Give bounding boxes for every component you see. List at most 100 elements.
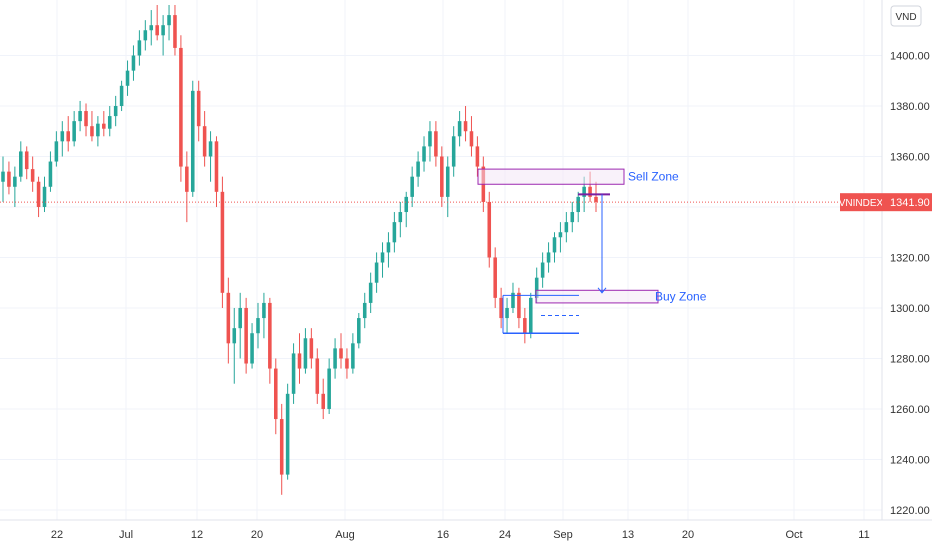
- candle-body: [398, 212, 403, 223]
- candle-body: [327, 368, 331, 409]
- candle-body: [357, 318, 361, 344]
- currency-box[interactable]: [890, 5, 922, 27]
- candles-layer: [1, 5, 598, 495]
- candle-body: [113, 105, 118, 117]
- candle-body: [511, 292, 515, 308]
- candle-body: [1, 171, 5, 182]
- candle-body: [558, 232, 563, 238]
- candle-body: [107, 116, 112, 129]
- x-tick-label: Oct: [785, 529, 802, 541]
- candle-body: [457, 121, 462, 137]
- last-price-label: 1341.90: [890, 197, 930, 209]
- candle-body: [149, 25, 154, 31]
- candle-body: [96, 123, 100, 137]
- candle-body: [321, 393, 325, 409]
- candle-body: [90, 126, 94, 137]
- candle-body: [268, 302, 272, 369]
- candle-body: [333, 348, 337, 369]
- candle-body: [386, 242, 391, 253]
- candle-body: [137, 40, 142, 56]
- candle-body: [499, 297, 503, 319]
- y-tick-label: 1320.00: [890, 252, 930, 264]
- candle-body: [315, 358, 320, 394]
- y-tick-label: 1380.00: [890, 101, 930, 113]
- candle-body: [362, 302, 367, 319]
- candle-body: [434, 131, 438, 157]
- candle-body: [297, 353, 302, 369]
- candle-body: [30, 169, 35, 182]
- price-tags: VNINDEX 1341.90: [839, 193, 932, 212]
- x-tick-label: 13: [622, 529, 634, 541]
- x-tick-label: 20: [251, 529, 263, 541]
- x-tick-label: 24: [499, 529, 511, 541]
- target-arrow-head: [597, 287, 607, 294]
- candle-body: [339, 348, 343, 359]
- candle-body: [534, 277, 539, 298]
- candle-body: [416, 161, 420, 177]
- candle-body: [244, 307, 248, 364]
- candle-body: [84, 111, 88, 127]
- candle-body: [250, 333, 254, 364]
- candle-body: [392, 222, 397, 243]
- y-tick-label: 1280.00: [890, 353, 930, 365]
- candle-body: [368, 282, 373, 303]
- candle-body: [588, 186, 592, 197]
- candle-body: [208, 141, 213, 157]
- candle-body: [48, 161, 53, 187]
- candle-body: [102, 123, 106, 129]
- x-tick-label: 12: [191, 529, 203, 541]
- candle-body: [78, 111, 82, 122]
- candle-body: [256, 318, 260, 334]
- last-price-tag: [882, 193, 932, 212]
- buy-zone-box[interactable]: [535, 289, 659, 304]
- candle-body: [202, 126, 207, 157]
- candle-body: [463, 121, 468, 132]
- candle-body: [60, 131, 65, 142]
- candle-body: [428, 131, 432, 147]
- y-tick-label: 1300.00: [890, 303, 930, 315]
- candle-body: [445, 166, 450, 197]
- candle-body: [291, 353, 296, 394]
- candle-body: [36, 181, 41, 207]
- candle-body: [24, 151, 29, 170]
- candle-body: [374, 262, 379, 283]
- candle-body: [214, 141, 219, 192]
- candle-body: [66, 131, 71, 142]
- candle-body: [161, 25, 165, 36]
- candle-body: [309, 338, 314, 359]
- candle-body: [505, 307, 509, 319]
- candle-body: [125, 70, 130, 86]
- candle-body: [594, 196, 598, 202]
- price-axis-bg: [882, 0, 932, 550]
- candle-body: [72, 121, 76, 142]
- candle-body: [540, 262, 545, 278]
- candle-body: [220, 191, 225, 293]
- candle-body: [410, 176, 414, 197]
- candle-body: [469, 131, 474, 147]
- x-tick-label: 11: [858, 529, 869, 541]
- symbol-tag-label: VNINDEX: [839, 198, 884, 209]
- candle-body: [179, 47, 183, 167]
- candle-body: [143, 30, 148, 41]
- x-tick-label: Jul: [119, 529, 133, 541]
- candle-body: [576, 196, 580, 213]
- candle-body: [493, 257, 497, 298]
- candle-body: [232, 328, 237, 344]
- candle-body: [487, 201, 492, 258]
- sell-zone-box[interactable]: [477, 168, 625, 185]
- candle-body: [523, 318, 527, 334]
- candle-body: [274, 368, 278, 420]
- sell-zone-label: Sell Zone: [628, 170, 679, 184]
- candle-body: [196, 90, 201, 127]
- candle-body: [422, 146, 426, 162]
- candle-body: [528, 297, 533, 334]
- candle-body: [303, 338, 308, 369]
- candle-body: [440, 156, 444, 197]
- candle-body: [238, 307, 242, 329]
- candle-body: [285, 393, 290, 475]
- x-tick-label: 22: [51, 529, 63, 541]
- candle-body: [13, 176, 17, 187]
- candle-body: [262, 302, 266, 319]
- candle-body: [351, 343, 355, 369]
